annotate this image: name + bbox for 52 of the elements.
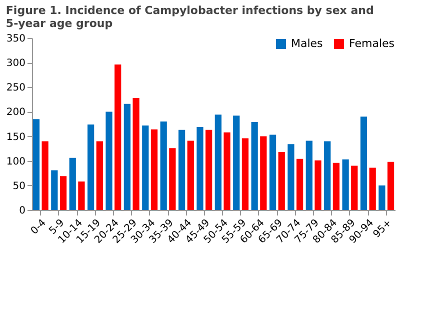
bar — [296, 158, 304, 210]
bar — [351, 166, 358, 210]
y-tick-label: 50 — [12, 180, 26, 192]
bar — [314, 160, 322, 210]
bar — [288, 144, 294, 210]
bar — [169, 148, 176, 210]
bar — [60, 176, 67, 210]
y-tick-label: 150 — [6, 132, 26, 143]
bar — [96, 141, 103, 210]
bar — [360, 116, 368, 210]
bar — [42, 141, 48, 210]
chart-title: Figure 1. Incidence of Campylobacter infections by sex and 5-year age group — [6, 4, 374, 30]
bar — [278, 152, 285, 210]
bar — [142, 125, 149, 210]
bar — [132, 98, 140, 210]
bar — [387, 162, 394, 210]
y-tick-label: 300 — [6, 58, 26, 70]
bar — [306, 140, 312, 210]
bar — [233, 116, 240, 210]
bar — [342, 159, 349, 210]
bar — [196, 126, 204, 210]
bar — [269, 134, 276, 210]
bar — [78, 181, 85, 210]
bar — [160, 122, 167, 210]
x-tick-label: 0-4 — [29, 218, 48, 237]
bar — [114, 64, 122, 210]
bar — [124, 104, 131, 210]
legend-label: Males — [291, 37, 324, 50]
bar — [332, 162, 340, 210]
bar — [251, 122, 258, 210]
bar — [260, 136, 267, 210]
bar — [150, 129, 158, 210]
y-tick-label: 250 — [6, 82, 26, 94]
bar — [224, 132, 230, 210]
y-tick-label: 0 — [19, 206, 26, 216]
bar — [106, 112, 112, 210]
y-tick-label: 350 — [6, 34, 26, 44]
bar — [32, 119, 40, 210]
bar — [206, 130, 212, 210]
legend-label: Females — [349, 37, 395, 50]
bar — [214, 114, 222, 210]
bar — [324, 141, 331, 210]
bar — [369, 168, 376, 210]
bar — [69, 158, 76, 210]
bar — [242, 138, 249, 210]
bar — [51, 170, 58, 210]
bar — [187, 140, 194, 210]
bar — [178, 130, 186, 210]
y-tick-label: 100 — [6, 156, 26, 168]
bar — [87, 124, 94, 210]
bar — [378, 185, 386, 210]
y-tick-label: 200 — [6, 107, 26, 118]
